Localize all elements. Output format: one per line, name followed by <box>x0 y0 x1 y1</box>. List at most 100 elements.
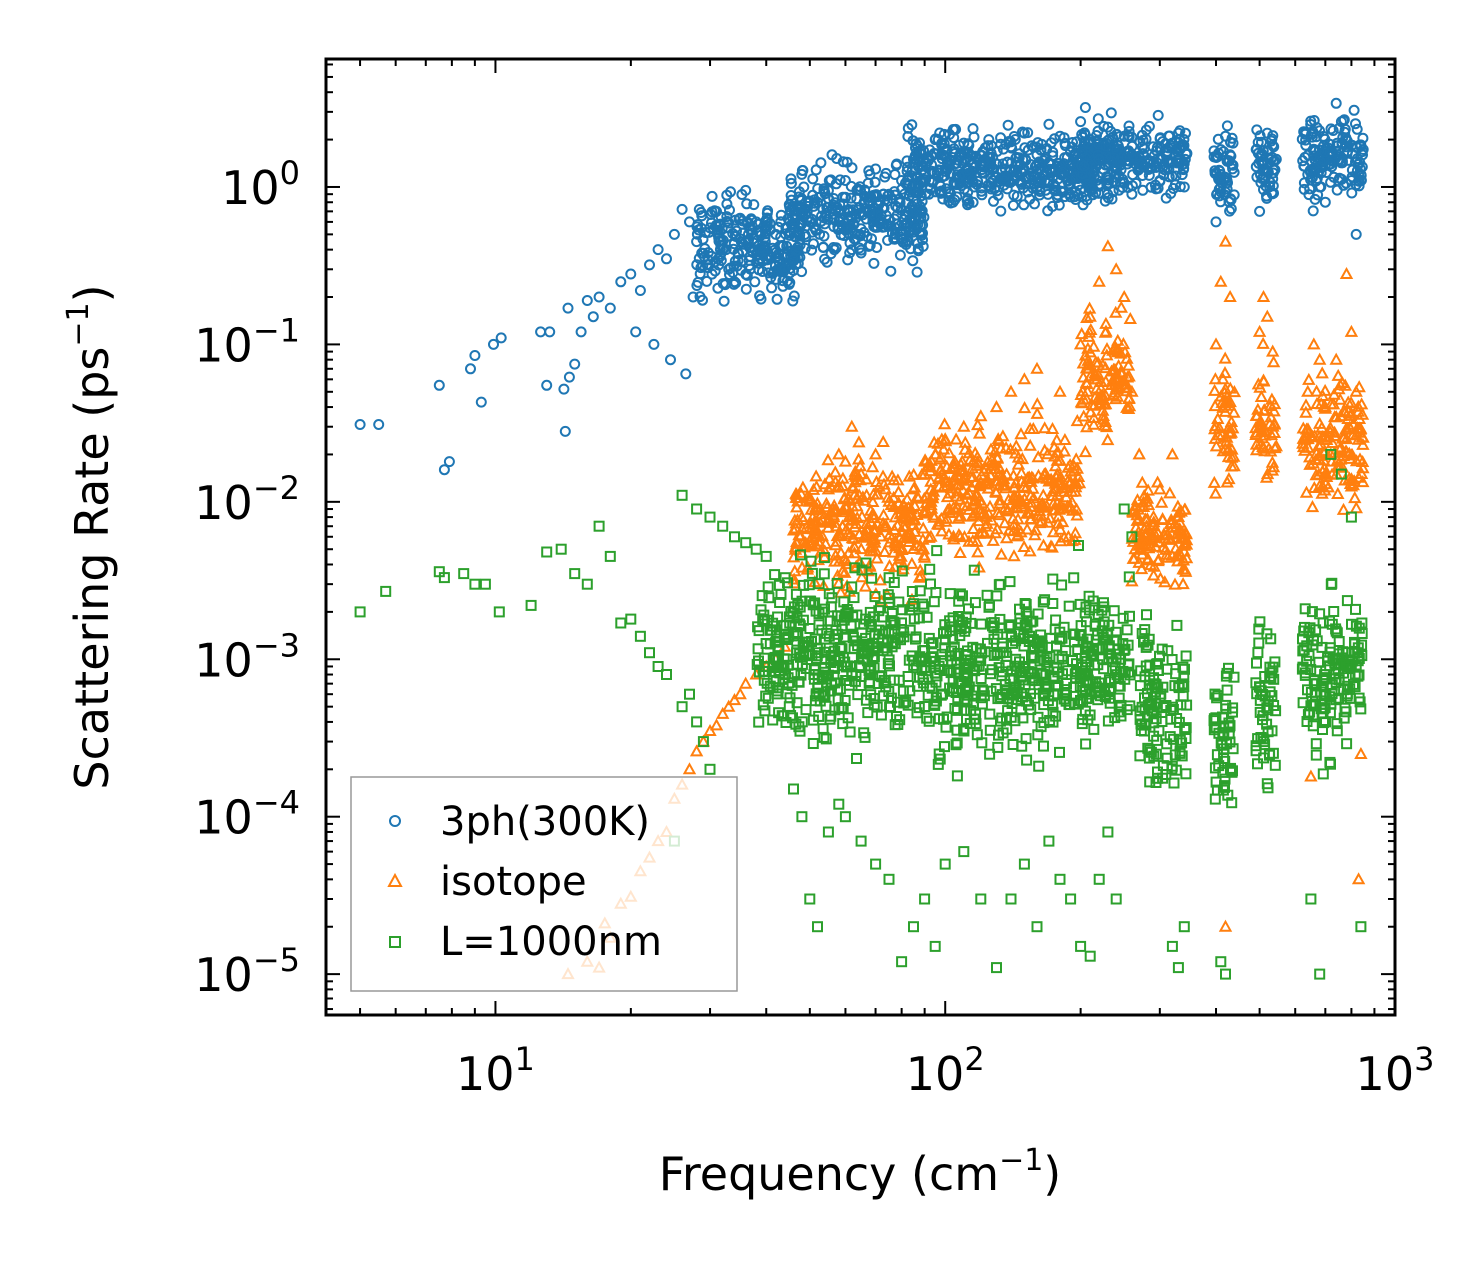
point-3ph <box>942 186 954 198</box>
point-3ph <box>1078 160 1090 172</box>
point-l1000nm <box>1060 695 1072 707</box>
point-l1000nm <box>1122 659 1134 671</box>
point-isotope <box>1207 475 1221 488</box>
point-3ph <box>911 266 923 278</box>
point-l1000nm <box>1017 691 1029 703</box>
point-isotope <box>809 469 823 482</box>
point-l1000nm <box>1297 645 1309 657</box>
point-isotope <box>1318 383 1332 396</box>
point-l1000nm <box>839 811 851 823</box>
point-l1000nm <box>762 581 774 593</box>
point-l1000nm <box>896 565 908 577</box>
point-3ph <box>1267 139 1278 151</box>
point-l1000nm <box>697 736 709 748</box>
point-l1000nm <box>1047 573 1059 585</box>
point-3ph <box>1332 175 1344 187</box>
point-3ph <box>1350 118 1361 130</box>
y-tick-label: 10−2 <box>194 469 300 530</box>
point-isotope <box>947 500 961 513</box>
point-isotope <box>939 514 953 527</box>
point-3ph <box>786 194 797 206</box>
point-l1000nm <box>1209 762 1221 774</box>
point-3ph <box>1020 154 1032 165</box>
point-l1000nm <box>981 589 993 601</box>
point-l1000nm <box>804 623 816 634</box>
point-l1000nm <box>984 599 995 611</box>
point-3ph <box>842 254 854 266</box>
point-l1000nm <box>1219 780 1230 792</box>
point-isotope <box>1298 443 1312 456</box>
point-isotope <box>817 549 832 562</box>
point-l1000nm <box>1324 660 1336 672</box>
point-3ph <box>798 181 810 193</box>
point-isotope <box>1301 440 1315 453</box>
point-l1000nm <box>957 590 968 602</box>
point-isotope <box>1011 457 1026 470</box>
point-isotope <box>1257 403 1271 416</box>
point-isotope <box>953 492 967 505</box>
point-3ph <box>469 350 481 361</box>
point-isotope <box>1351 872 1366 885</box>
point-isotope <box>1223 381 1237 394</box>
point-l1000nm <box>1081 693 1093 705</box>
point-3ph <box>810 164 822 176</box>
point-3ph <box>465 363 476 375</box>
point-3ph <box>1057 166 1069 178</box>
point-3ph <box>949 158 960 170</box>
point-l1000nm <box>1257 689 1269 700</box>
point-isotope <box>1019 480 1034 493</box>
point-l1000nm <box>1348 678 1359 690</box>
point-l1000nm <box>820 700 832 712</box>
point-3ph <box>1308 115 1320 126</box>
point-isotope <box>828 554 842 567</box>
point-isotope <box>926 488 940 501</box>
point-l1000nm <box>1317 768 1329 780</box>
point-isotope <box>1054 534 1068 547</box>
point-l1000nm <box>1218 722 1230 734</box>
point-3ph <box>731 225 742 237</box>
point-isotope <box>796 480 810 493</box>
point-isotope <box>1356 475 1370 488</box>
point-l1000nm <box>691 716 703 728</box>
point-l1000nm <box>928 596 940 608</box>
point-isotope <box>1141 551 1155 564</box>
point-isotope <box>996 429 1010 442</box>
point-isotope <box>1100 420 1114 433</box>
point-3ph <box>1134 136 1146 148</box>
point-isotope <box>1017 539 1031 552</box>
point-l1000nm <box>1355 703 1367 715</box>
point-isotope <box>850 511 864 524</box>
point-isotope <box>1003 442 1018 455</box>
point-3ph <box>1313 166 1325 178</box>
point-isotope <box>815 529 829 542</box>
point-3ph <box>1049 180 1061 192</box>
point-3ph <box>999 170 1010 182</box>
point-isotope <box>1218 234 1233 247</box>
point-l1000nm <box>883 597 895 608</box>
point-l1000nm <box>1269 656 1281 668</box>
point-l1000nm <box>1074 598 1086 610</box>
point-isotope <box>1268 441 1282 454</box>
point-3ph <box>760 253 772 265</box>
point-l1000nm <box>1036 640 1048 652</box>
point-l1000nm <box>1031 921 1043 933</box>
point-l1000nm <box>825 601 837 613</box>
point-l1000nm <box>1020 606 1032 618</box>
point-isotope <box>1010 529 1024 542</box>
point-isotope <box>1331 368 1345 381</box>
point-isotope <box>858 579 873 592</box>
x-tick-label: 101 <box>456 1040 535 1101</box>
point-l1000nm <box>928 698 940 710</box>
point-isotope <box>1209 337 1223 350</box>
point-l1000nm <box>839 695 851 706</box>
point-l1000nm <box>1227 765 1238 777</box>
point-isotope <box>1045 540 1059 553</box>
point-l1000nm <box>763 592 775 604</box>
point-isotope <box>1073 337 1088 350</box>
point-isotope <box>1087 410 1101 423</box>
point-isotope <box>1078 445 1093 458</box>
point-isotope <box>1315 366 1329 379</box>
point-isotope <box>1346 478 1360 491</box>
point-3ph <box>788 290 800 302</box>
